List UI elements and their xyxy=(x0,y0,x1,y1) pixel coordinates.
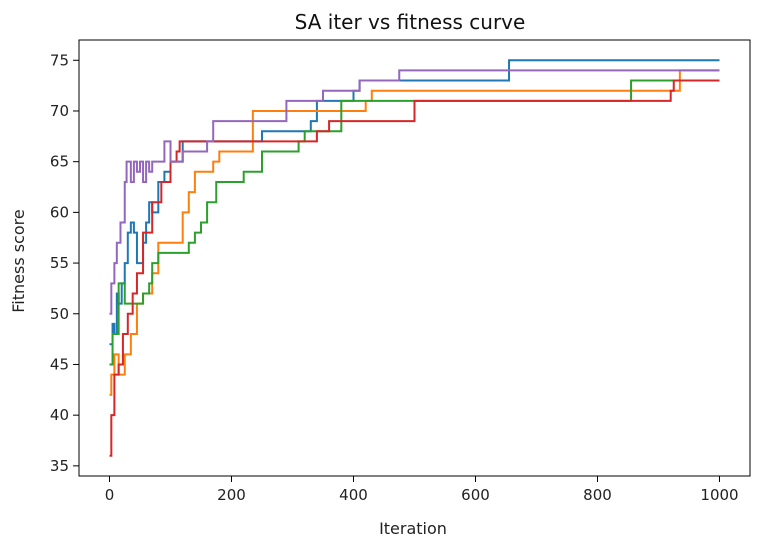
series-line-2 xyxy=(109,69,720,396)
y-tick-label: 35 xyxy=(50,457,69,475)
y-tick-label: 60 xyxy=(50,203,69,221)
axis-layer: 0 200 400 600 800 1000 35 40 45 50 55 60 65 70 75 xyxy=(50,39,751,504)
x-tick-label: 600 xyxy=(461,486,490,504)
y-tick-label: 65 xyxy=(50,153,69,171)
x-axis-label: Iteration xyxy=(379,519,447,538)
series-line-5 xyxy=(109,69,720,315)
y-tick-label: 40 xyxy=(50,406,69,424)
x-tick-label: 200 xyxy=(217,486,246,504)
y-tick-label: 45 xyxy=(50,355,69,373)
y-tick-label: 75 xyxy=(50,51,69,69)
y-tick-label: 55 xyxy=(50,254,69,272)
chart-title: SA iter vs fitness curve xyxy=(295,10,526,34)
series-line-4 xyxy=(109,79,720,457)
series-line-3 xyxy=(109,79,720,366)
y-tick-label: 70 xyxy=(50,102,69,120)
plot-frame xyxy=(78,39,751,477)
x-tick-label: 800 xyxy=(583,486,612,504)
series-layer xyxy=(109,59,720,457)
y-axis-label: Fitness score xyxy=(9,209,28,313)
y-tick-label: 50 xyxy=(50,305,69,323)
x-tick-label: 400 xyxy=(339,486,368,504)
x-tick-label: 1000 xyxy=(700,486,738,504)
x-tick-label: 0 xyxy=(105,486,115,504)
